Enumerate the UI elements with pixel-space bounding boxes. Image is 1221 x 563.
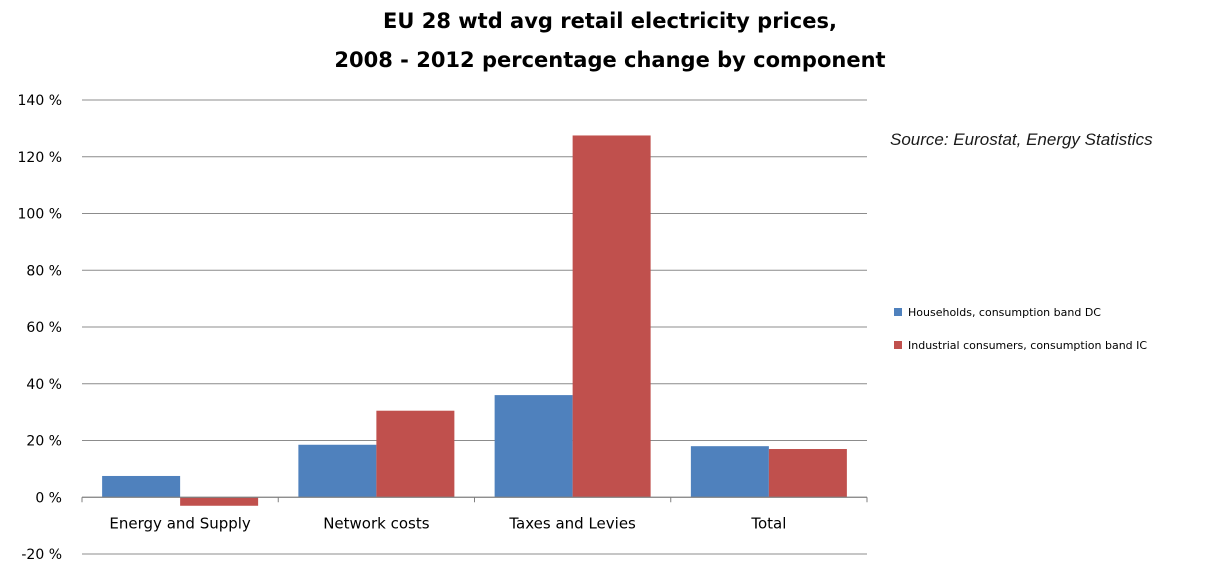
bar-households bbox=[494, 395, 573, 498]
legend-swatch-households bbox=[894, 308, 902, 316]
y-axis-tick-labels: 140 % 120 % 100 % 80 % 60 % 40 % 20 % 0 % -20 % bbox=[18, 93, 62, 563]
y-tick-label: 120 % bbox=[18, 150, 62, 166]
x-tick-label: Taxes and Levies bbox=[508, 514, 636, 532]
bar-households bbox=[102, 475, 181, 498]
chart-subtitle: 2008 - 2012 percentage change by compone… bbox=[334, 48, 886, 72]
bar-industrial bbox=[768, 449, 847, 498]
y-tick-label: 100 % bbox=[18, 207, 62, 223]
y-tick-label: 40 % bbox=[26, 377, 62, 393]
y-tick-label: -20 % bbox=[21, 547, 62, 563]
y-tick-label: 80 % bbox=[26, 263, 62, 279]
legend-swatch-industrial bbox=[894, 341, 902, 349]
x-tick-label: Network costs bbox=[323, 514, 430, 532]
legend-item-households: Households, consumption band DC bbox=[894, 304, 1101, 320]
bar-industrial bbox=[572, 135, 651, 498]
y-tick-label: 140 % bbox=[18, 93, 62, 109]
x-axis bbox=[81, 496, 868, 503]
bar-industrial bbox=[376, 410, 455, 498]
y-tick-label: 60 % bbox=[26, 320, 62, 336]
bars bbox=[102, 135, 847, 506]
bar-households bbox=[690, 446, 769, 498]
source-annotation: Source: Eurostat, Energy Statistics bbox=[890, 130, 1153, 149]
chart-title: EU 28 wtd avg retail electricity prices, bbox=[383, 9, 837, 33]
legend-label-households: Households, consumption band DC bbox=[908, 305, 1101, 319]
legend-item-industrial: Industrial consumers, consumption band I… bbox=[894, 337, 1147, 353]
x-tick-label: Energy and Supply bbox=[109, 514, 251, 532]
y-tick-label: 20 % bbox=[26, 434, 62, 450]
y-tick-label: 0 % bbox=[35, 490, 62, 506]
x-tick-label: Total bbox=[750, 514, 786, 532]
gridlines bbox=[82, 99, 867, 555]
bar-industrial bbox=[180, 497, 259, 506]
legend-label-industrial: Industrial consumers, consumption band I… bbox=[908, 338, 1148, 352]
bar-households bbox=[298, 444, 377, 498]
x-axis-tick-labels: Energy and Supply Network costs Taxes and … bbox=[109, 514, 786, 532]
